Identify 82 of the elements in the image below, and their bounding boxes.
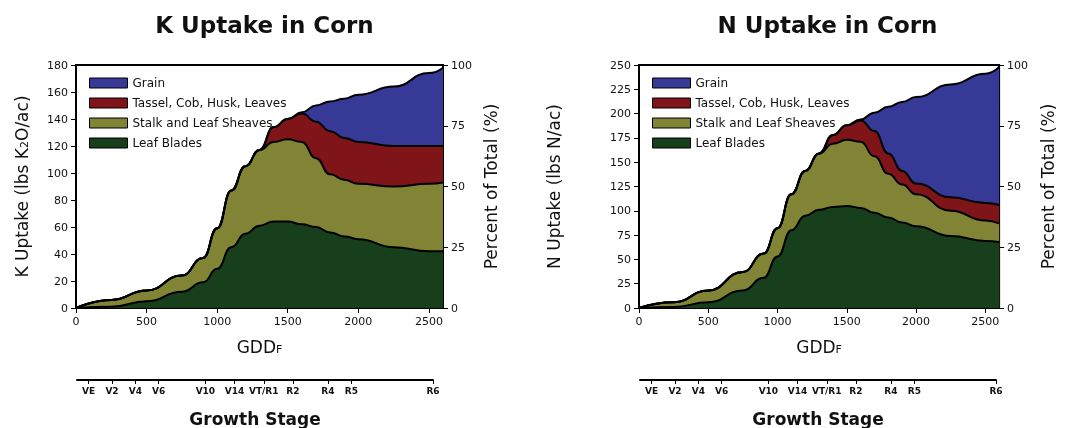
y-tick-label: 0: [624, 301, 631, 315]
category-label: VT/R1: [811, 385, 842, 396]
x-tick-label: 2000: [902, 315, 930, 328]
y-tick-label: 250: [610, 58, 631, 72]
x-tick-label: 2000: [344, 315, 373, 328]
category-label: VE: [645, 385, 659, 396]
category-label: V10: [758, 385, 779, 396]
y-tick-label: 120: [47, 139, 68, 153]
y2-tick-label: 0: [1007, 301, 1015, 315]
category-label: VT/R1: [248, 385, 279, 396]
y2-tick-label: 100: [451, 58, 472, 72]
legend-label: Grain: [695, 76, 729, 90]
y-tick-label: 100: [610, 204, 631, 218]
x-tick-label: 1000: [203, 315, 232, 328]
y2-tick-label: 50: [1007, 180, 1022, 193]
category-label: V14: [787, 385, 808, 396]
chart-title: K Uptake in Corn: [155, 11, 374, 38]
category-label: V2: [668, 385, 682, 396]
x-tick-label: 0: [72, 315, 80, 328]
x-tick-label: 500: [136, 315, 158, 328]
x-tick-label: 1000: [763, 315, 792, 328]
x-tick-label: 0: [635, 315, 643, 328]
x-tick-label: 1500: [832, 315, 861, 328]
y-tick-label: 0: [61, 301, 68, 315]
y2-tick-label: 0: [451, 301, 458, 315]
legend-label: Stalk and Leaf Sheaves: [132, 116, 273, 130]
legend-label: Leaf Blades: [695, 136, 765, 150]
category-label: R4: [321, 385, 335, 396]
legend-label: Tassel, Cob, Husk, Leaves: [694, 96, 850, 110]
y-tick-label: 80: [54, 193, 68, 207]
category-label: V6: [715, 385, 729, 396]
text: Growth Stage: [752, 408, 884, 428]
y-tick-label: 100: [47, 166, 68, 180]
x-tick-label: 500: [697, 315, 719, 328]
legend-label: Leaf Blades: [132, 136, 202, 150]
y-tick-label: 175: [610, 131, 631, 145]
y-tick-label: 20: [54, 274, 68, 288]
legend-label: Stalk and Leaf Sheaves: [695, 116, 836, 130]
category-label: V14: [224, 385, 245, 396]
category-label: V10: [195, 385, 216, 396]
category-label: V4: [128, 385, 142, 396]
x-tick-label: 1500: [273, 315, 302, 328]
category-label: R2: [849, 385, 863, 396]
y-tick-label: 60: [54, 220, 68, 234]
category-label: VE: [82, 385, 96, 396]
x-axis-title: GDDF: [796, 336, 842, 357]
y2-tick-label: 25: [451, 240, 465, 254]
category-label: R5: [344, 385, 358, 396]
y-tick-label: 40: [54, 247, 68, 261]
y2-tick-label: 50: [451, 180, 465, 193]
y2-tick-label: 100: [1007, 58, 1029, 72]
y-tick-label: 160: [47, 85, 68, 99]
category-label: R6: [426, 385, 440, 396]
y-tick-label: 180: [47, 58, 68, 72]
y2-tick-label: 75: [1007, 119, 1022, 133]
y-tick-label: 150: [610, 155, 631, 169]
legend-label: Tassel, Cob, Husk, Leaves: [131, 96, 287, 110]
x-axis-title: GDDF: [236, 336, 283, 357]
category-label: V2: [105, 385, 119, 396]
x-tick-label: 2500: [971, 315, 1000, 328]
category-label: R4: [884, 385, 898, 396]
y2-tick-label: 25: [1007, 240, 1022, 254]
y-axis-title: N Uptake (lbs N/ac): [543, 104, 564, 269]
text: Growth Stage: [189, 408, 321, 428]
y2-tick-label: 75: [451, 119, 465, 133]
y2-axis-title: Percent of Total (%): [1037, 103, 1058, 270]
y-tick-label: 140: [47, 112, 68, 126]
y-tick-label: 200: [610, 107, 631, 121]
category-label: V4: [691, 385, 705, 396]
chart-title: N Uptake in Corn: [717, 11, 938, 38]
y-tick-label: 225: [610, 82, 631, 96]
category-label: V6: [152, 385, 166, 396]
y-tick-label: 125: [610, 180, 631, 193]
x-tick-label: 2500: [414, 315, 443, 328]
y-tick-label: 25: [617, 277, 631, 291]
category-label: R5: [907, 385, 921, 396]
y2-axis-title: Percent of Total (%): [481, 103, 502, 270]
category-label: R2: [286, 385, 300, 396]
y-tick-label: 50: [617, 252, 631, 266]
legend-label: Grain: [132, 76, 166, 90]
y-tick-label: 75: [617, 228, 631, 242]
category-label: R6: [989, 385, 1003, 396]
